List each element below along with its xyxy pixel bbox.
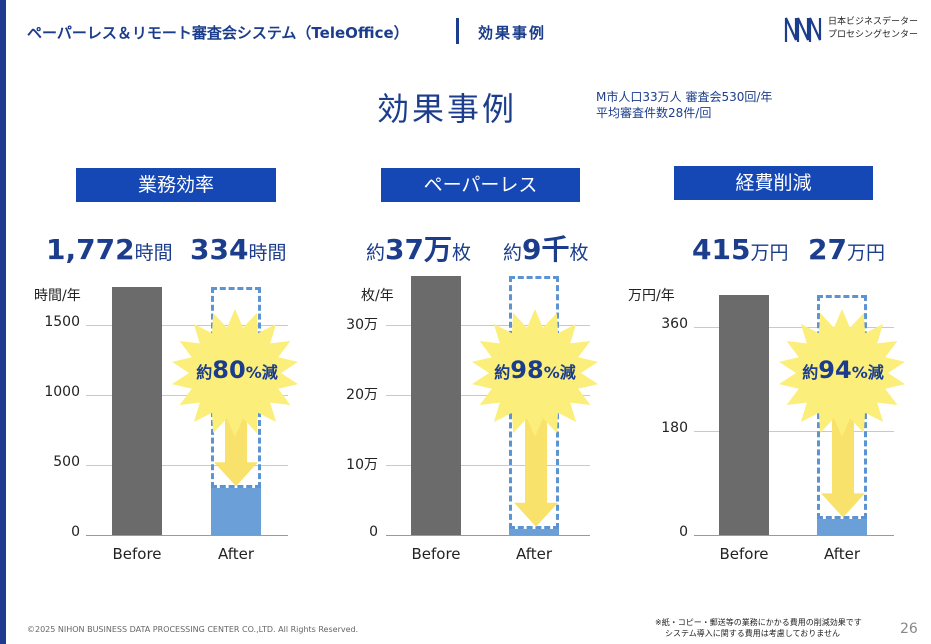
x-label-before: Before [411, 545, 461, 563]
case-info-line2: 平均審査件数28件/回 [596, 106, 712, 120]
y-unit-cost: 万円/年 [628, 288, 675, 304]
y-tick-label: 20万 [346, 387, 378, 403]
x-label-before: Before [719, 545, 769, 563]
x-label-before: Before [112, 545, 162, 563]
bar-after [211, 488, 261, 535]
bar-after [509, 528, 559, 535]
header-title: ペーパーレス＆リモート審査会システム（TeleOffice） [27, 24, 409, 42]
baseline [86, 535, 288, 536]
company-name-line1: 日本ビジネスデーター [828, 17, 919, 27]
header-separator [456, 18, 459, 44]
footnote: ※紙・コピー・郵送等の業務にかかる費用の削減効果です システム導入に関する費用は… [655, 617, 862, 639]
header-subtitle: 効果事例 [478, 24, 547, 42]
copyright: ©2025 NIHON BUSINESS DATA PROCESSING CEN… [27, 625, 359, 634]
reduction-percent: 約98%減 [494, 356, 576, 384]
y-tick-label: 0 [369, 524, 378, 540]
left-accent-bar [0, 0, 6, 644]
y-tick-label: 0 [71, 524, 80, 540]
page-number: 26 [900, 621, 918, 637]
footnote-line1: ※紙・コピー・郵送等の業務にかかる費用の削減効果です [655, 618, 862, 627]
baseline [694, 535, 894, 536]
y-tick-label: 10万 [346, 457, 378, 473]
x-label-after: After [823, 545, 861, 563]
company-name-line2: プロセシングセンター [828, 30, 919, 40]
before-value-cost: 415万円 [692, 233, 789, 266]
gridline [386, 325, 590, 326]
y-tick-label: 360 [661, 316, 688, 332]
y-unit-efficiency: 時間/年 [34, 288, 81, 304]
gridline [694, 327, 894, 328]
company-name: 日本ビジネスデーター プロセシングセンター [828, 16, 918, 42]
y-tick-label: 30万 [346, 317, 378, 333]
baseline [386, 535, 590, 536]
x-label-after: After [217, 545, 255, 563]
reduction-burst [472, 308, 598, 527]
case-info-line1: M市人口33万人 審査会530回/年 [596, 90, 773, 104]
bar-before [411, 276, 461, 535]
y-tick-label: 1000 [44, 384, 80, 400]
before-value-efficiency: 1,772時間 [46, 233, 173, 266]
reduction-percent: 約94%減 [802, 356, 884, 384]
y-tick-label: 180 [661, 420, 688, 436]
bar-after [817, 519, 867, 535]
y-unit-paperless: 枚/年 [361, 288, 394, 304]
gridline [86, 325, 288, 326]
starburst-shape [472, 308, 598, 437]
gridline [694, 431, 894, 432]
before-value-paperless: 約37万枚 [366, 233, 471, 266]
after-value-cost: 27万円 [808, 233, 885, 266]
reduction-burst [779, 308, 905, 518]
after-value-efficiency: 334時間 [190, 233, 287, 266]
panel-heading-cost: 経費削減 [674, 166, 873, 200]
panel-heading-efficiency: 業務効率 [76, 168, 276, 202]
y-tick-label: 0 [679, 524, 688, 540]
reduction-burst [172, 308, 298, 487]
reduction-percent: 約80%減 [196, 356, 278, 384]
bar-before [112, 286, 162, 535]
bar-before [719, 295, 769, 535]
company-logo-icon [784, 17, 822, 42]
starburst-shape [172, 308, 298, 437]
page-title: 効果事例 [377, 90, 518, 128]
footnote-line2: システム導入に関する費用は考慮しておりません [665, 629, 841, 638]
case-info: M市人口33万人 審査会530回/年 平均審査件数28件/回 [596, 89, 772, 121]
x-label-after: After [515, 545, 553, 563]
after-value-paperless: 約9千枚 [503, 233, 589, 266]
y-tick-label: 500 [53, 454, 80, 470]
gridline [86, 465, 288, 466]
panel-heading-paperless: ペーパーレス [381, 168, 580, 202]
y-tick-label: 1500 [44, 314, 80, 330]
gridline [386, 465, 590, 466]
starburst-shape [779, 308, 905, 437]
